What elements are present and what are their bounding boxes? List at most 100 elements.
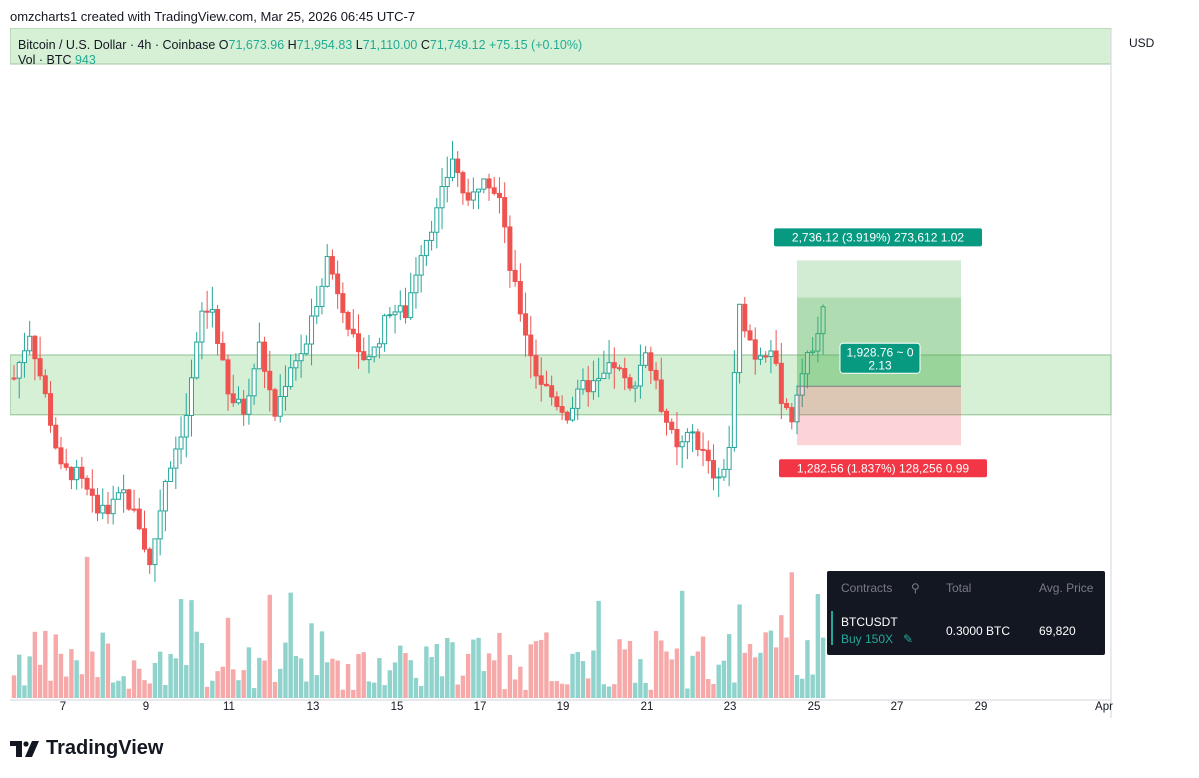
chart-frame[interactable]: 2,736.12 (3.919%) 273,612 1.02 1,282.56 (… xyxy=(10,28,1115,718)
candle-body[interactable] xyxy=(820,306,826,335)
candle-body[interactable] xyxy=(449,158,455,178)
candle-body[interactable] xyxy=(815,333,821,352)
candle-body[interactable] xyxy=(42,375,48,395)
candle-body[interactable] xyxy=(152,538,158,566)
candle-body[interactable] xyxy=(429,231,435,241)
candle-body[interactable] xyxy=(533,355,539,377)
candle-body[interactable] xyxy=(256,341,262,370)
candle-body[interactable] xyxy=(100,504,106,514)
candle-body[interactable] xyxy=(350,328,356,335)
candle-body[interactable] xyxy=(596,378,602,382)
candle-body[interactable] xyxy=(392,311,398,316)
candle-body[interactable] xyxy=(491,187,497,194)
pin-icon[interactable]: ⚲ xyxy=(911,581,920,595)
candle-body[interactable] xyxy=(742,303,748,332)
candle-body[interactable] xyxy=(617,367,623,370)
candle-body[interactable] xyxy=(32,335,38,360)
candle-body[interactable] xyxy=(105,504,111,515)
candle-body[interactable] xyxy=(136,508,142,530)
candle-body[interactable] xyxy=(126,489,132,510)
candle-body[interactable] xyxy=(423,239,429,257)
candle-body[interactable] xyxy=(89,488,95,496)
candle-body[interactable] xyxy=(115,492,121,500)
candle-body[interactable] xyxy=(366,356,372,361)
candle-body[interactable] xyxy=(726,446,732,470)
candle-body[interactable] xyxy=(460,172,466,194)
candle-body[interactable] xyxy=(804,352,810,375)
candle-body[interactable] xyxy=(757,355,763,360)
candle-body[interactable] xyxy=(251,368,257,397)
candle-body[interactable] xyxy=(794,394,800,423)
candle-body[interactable] xyxy=(376,343,382,348)
candle-body[interactable] xyxy=(340,293,346,313)
candle-body[interactable] xyxy=(68,466,74,481)
candle-body[interactable] xyxy=(183,414,189,438)
candle-body[interactable] xyxy=(382,315,388,345)
currency-label[interactable]: USD xyxy=(1129,36,1155,50)
candle-body[interactable] xyxy=(79,466,85,479)
candle-body[interactable] xyxy=(465,192,471,201)
candle-body[interactable] xyxy=(716,476,722,479)
candle-body[interactable] xyxy=(418,255,424,276)
candle-body[interactable] xyxy=(225,359,231,395)
candle-body[interactable] xyxy=(288,367,294,388)
candle-body[interactable] xyxy=(695,431,701,450)
candle-body[interactable] xyxy=(361,351,367,361)
candle-body[interactable] xyxy=(559,406,565,413)
candle-body[interactable] xyxy=(799,373,805,396)
candle-body[interactable] xyxy=(246,395,252,415)
candle-body[interactable] xyxy=(747,330,753,341)
candle-body[interactable] xyxy=(585,380,591,393)
candle-body[interactable] xyxy=(345,311,351,330)
candle-body[interactable] xyxy=(267,370,273,391)
candle-body[interactable] xyxy=(178,436,184,450)
candle-body[interactable] xyxy=(705,449,711,462)
candle-body[interactable] xyxy=(11,377,17,380)
candle-body[interactable] xyxy=(773,350,779,364)
candle-body[interactable] xyxy=(21,350,27,364)
candle-body[interactable] xyxy=(74,466,80,481)
edit-icon[interactable]: ✎ xyxy=(903,632,914,646)
candle-body[interactable] xyxy=(397,305,403,313)
candle-body[interactable] xyxy=(272,389,278,417)
candle-body[interactable] xyxy=(517,281,523,315)
candle-body[interactable] xyxy=(507,226,513,271)
candle-body[interactable] xyxy=(335,273,341,295)
candle-body[interactable] xyxy=(763,355,769,358)
candle-body[interactable] xyxy=(710,460,716,479)
candle-body[interactable] xyxy=(789,407,795,423)
candle-body[interactable] xyxy=(63,463,69,468)
candle-body[interactable] xyxy=(309,315,315,345)
candle-body[interactable] xyxy=(721,468,727,478)
candle-body[interactable] xyxy=(476,188,482,193)
candle-body[interactable] xyxy=(220,342,226,361)
candle-body[interactable] xyxy=(543,383,549,387)
candle-body[interactable] xyxy=(549,385,555,398)
candle-body[interactable] xyxy=(48,393,54,426)
candle-body[interactable] xyxy=(204,310,210,313)
candle-body[interactable] xyxy=(784,402,790,409)
candle-body[interactable] xyxy=(403,305,408,319)
candle-body[interactable] xyxy=(314,305,320,317)
candle-body[interactable] xyxy=(653,369,659,381)
candle-body[interactable] xyxy=(523,313,529,336)
candle-body[interactable] xyxy=(298,353,304,362)
candle-body[interactable] xyxy=(575,388,581,409)
candle-body[interactable] xyxy=(168,467,174,482)
candle-body[interactable] xyxy=(413,274,419,294)
candle-body[interactable] xyxy=(110,498,116,515)
candle-body[interactable] xyxy=(194,341,200,379)
candle-body[interactable] xyxy=(611,362,617,369)
candle-body[interactable] xyxy=(622,368,628,379)
candle-body[interactable] xyxy=(637,364,643,387)
candle-body[interactable] xyxy=(564,411,570,421)
candle-body[interactable] xyxy=(188,377,194,416)
candle-body[interactable] xyxy=(27,335,33,352)
candle-body[interactable] xyxy=(700,448,706,451)
candle-body[interactable] xyxy=(53,424,59,449)
candle-body[interactable] xyxy=(356,333,362,353)
candle-body[interactable] xyxy=(58,447,64,465)
candle-body[interactable] xyxy=(142,528,147,550)
candle-body[interactable] xyxy=(84,477,90,490)
candle-body[interactable] xyxy=(235,398,241,404)
